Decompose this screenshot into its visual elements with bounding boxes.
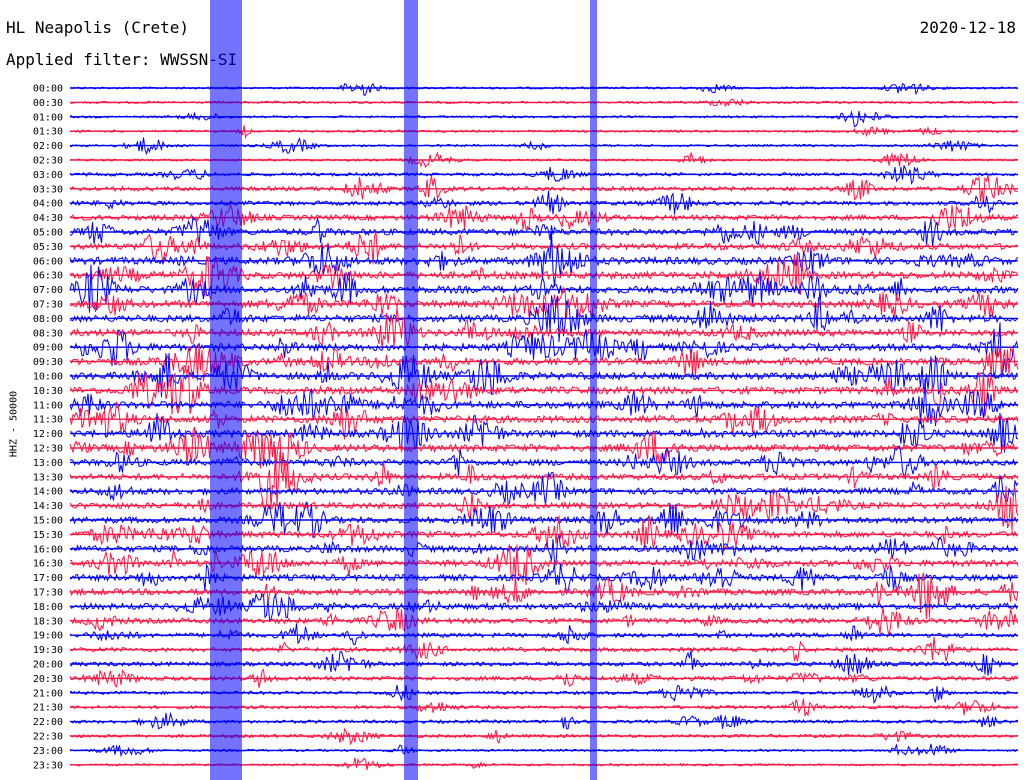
time-label: 06:00 <box>33 256 63 267</box>
trace-group <box>69 0 1019 780</box>
time-label: 15:00 <box>33 516 63 527</box>
time-label-group: 00:00 00:30 01:00 01:30 02:00 02:30 03:00 03:30… <box>33 84 63 772</box>
time-label: 05:30 <box>33 242 63 253</box>
time-label: 00:00 <box>33 84 63 95</box>
time-label: 22:30 <box>33 732 63 743</box>
time-label: 18:30 <box>33 616 63 627</box>
time-label: 08:30 <box>33 328 63 339</box>
time-label: 01:30 <box>33 127 63 138</box>
time-label: 14:30 <box>33 501 63 512</box>
time-label: 02:00 <box>33 141 63 152</box>
time-label: 09:30 <box>33 357 63 368</box>
time-label: 10:00 <box>33 372 63 383</box>
station-title: HL Neapolis (Crete) <box>6 18 190 37</box>
time-label: 21:30 <box>33 703 63 714</box>
time-label: 03:00 <box>33 170 63 181</box>
time-label: 07:00 <box>33 285 63 296</box>
time-label: 12:00 <box>33 429 63 440</box>
seismic-event <box>404 0 418 780</box>
time-label: 03:30 <box>33 184 63 195</box>
time-label: 09:00 <box>33 343 63 354</box>
time-label: 11:30 <box>33 415 63 426</box>
time-label: 21:00 <box>33 688 63 699</box>
time-label: 06:30 <box>33 271 63 282</box>
time-label: 02:30 <box>33 156 63 167</box>
time-label: 15:30 <box>33 530 63 541</box>
time-label: 14:00 <box>33 487 63 498</box>
date-label: 2020-12-18 <box>919 18 1016 37</box>
time-label: 17:30 <box>33 588 63 599</box>
time-label: 23:30 <box>33 760 63 771</box>
time-label: 13:00 <box>33 458 63 469</box>
seismic-event <box>590 0 597 780</box>
time-label: 08:00 <box>33 314 63 325</box>
time-label: 10:30 <box>33 386 63 397</box>
time-label: 23:00 <box>33 746 63 757</box>
time-label: 16:30 <box>33 559 63 570</box>
time-label: 11:00 <box>33 400 63 411</box>
time-label: 19:30 <box>33 645 63 656</box>
time-label: 00:30 <box>33 98 63 109</box>
time-label: 18:00 <box>33 602 63 613</box>
time-label: 04:00 <box>33 199 63 210</box>
time-label: 20:30 <box>33 674 63 685</box>
time-label: 19:00 <box>33 631 63 642</box>
seismic-event <box>210 0 242 780</box>
time-label: 13:30 <box>33 472 63 483</box>
time-label: 04:30 <box>33 213 63 224</box>
time-label: 22:00 <box>33 717 63 728</box>
time-label: 07:30 <box>33 300 63 311</box>
time-label: 05:00 <box>33 228 63 239</box>
time-label: 12:30 <box>33 444 63 455</box>
time-label: 17:00 <box>33 573 63 584</box>
time-label: 01:00 <box>33 112 63 123</box>
time-label: 16:00 <box>33 544 63 555</box>
time-label: 20:00 <box>33 660 63 671</box>
filter-label: Applied filter: WWSSN-SI <box>6 50 238 69</box>
